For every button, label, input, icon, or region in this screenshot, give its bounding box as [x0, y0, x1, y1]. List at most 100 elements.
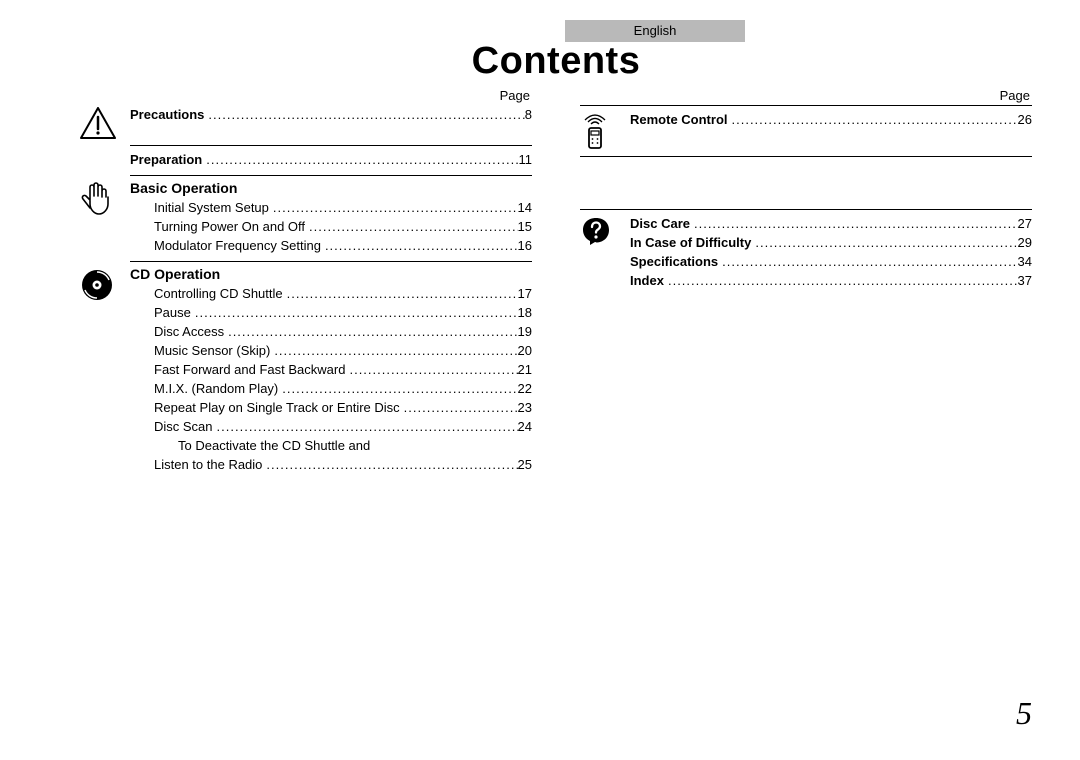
toc-dots: ........................................…	[278, 379, 517, 398]
toc-dots: ........................................…	[204, 105, 524, 124]
toc-dots: ........................................…	[345, 360, 517, 379]
toc-line: Pause...................................…	[154, 303, 532, 322]
icon-spacer	[80, 150, 130, 152]
content-cell: Preparation ............................…	[130, 150, 532, 169]
toc-line: Music Sensor (Skip).....................…	[154, 341, 532, 360]
toc-continuation: To Deactivate the CD Shuttle and	[154, 436, 532, 455]
toc-line: Fast Forward and Fast Backward..........…	[154, 360, 532, 379]
sub-items: Initial System Setup....................…	[130, 198, 532, 255]
page-header-right: Page	[580, 88, 1032, 103]
toc-page: 25	[518, 455, 532, 474]
toc-dots: ........................................…	[718, 252, 1017, 271]
toc-label: To Deactivate the CD Shuttle and	[178, 438, 370, 453]
toc-page: 27	[1018, 214, 1032, 233]
columns: Page Precautions .......................…	[80, 88, 1032, 478]
section-precautions: Precautions ............................…	[80, 105, 532, 139]
toc-dots: ........................................…	[664, 271, 1018, 290]
toc-page: 16	[518, 236, 532, 255]
question-icon	[580, 214, 630, 248]
toc-label: Modulator Frequency Setting	[154, 236, 321, 255]
toc-label: Disc Care	[630, 214, 690, 233]
section-disc-care: Disc Care...............................…	[580, 214, 1032, 290]
toc-line: Disc Care...............................…	[630, 214, 1032, 233]
toc-line: Index...................................…	[630, 271, 1032, 290]
toc-label: Repeat Play on Single Track or Entire Di…	[154, 398, 400, 417]
toc-line: Turning Power On and Off................…	[154, 217, 532, 236]
header-row: English Contents	[80, 20, 1032, 80]
toc-dots: ........................................…	[400, 398, 518, 417]
content-cell: Basic Operation Initial System Setup....…	[130, 180, 532, 255]
toc-label: Turning Power On and Off	[154, 217, 305, 236]
toc-line: Modulator Frequency Setting.............…	[154, 236, 532, 255]
section-cd-operation: CD Operation Controlling CD Shuttle.....…	[80, 266, 532, 474]
toc-line: Remote Control .........................…	[630, 110, 1032, 129]
divider	[580, 209, 1032, 210]
toc-line: Disc Scan...............................…	[154, 417, 532, 436]
section-remote-control: Remote Control .........................…	[580, 110, 1032, 150]
toc-dots: ........................................…	[202, 150, 518, 169]
toc-dots: ........................................…	[751, 233, 1017, 252]
language-label: English	[565, 20, 745, 42]
toc-line: Preparation ............................…	[130, 150, 532, 169]
toc-label: Pause	[154, 303, 191, 322]
divider	[130, 145, 532, 146]
toc-dots: ........................................…	[191, 303, 518, 322]
toc-page: 34	[1018, 252, 1032, 271]
toc-page: 14	[518, 198, 532, 217]
toc-page: 18	[518, 303, 532, 322]
toc-page: 15	[518, 217, 532, 236]
divider	[580, 105, 1032, 106]
hand-icon	[80, 180, 130, 216]
section-heading: CD Operation	[130, 266, 532, 282]
toc-line: M.I.X. (Random Play)....................…	[154, 379, 532, 398]
toc-dots: ........................................…	[690, 214, 1018, 233]
toc-page: 22	[518, 379, 532, 398]
toc-line: Initial System Setup....................…	[154, 198, 532, 217]
toc-dots: ........................................…	[269, 198, 518, 217]
toc-dots: ........................................…	[213, 417, 518, 436]
content-cell: CD Operation Controlling CD Shuttle.....…	[130, 266, 532, 474]
toc-label: Listen to the Radio	[154, 455, 262, 474]
toc-label: Disc Scan	[154, 417, 213, 436]
toc-line: Controlling CD Shuttle..................…	[154, 284, 532, 303]
section-basic-operation: Basic Operation Initial System Setup....…	[80, 180, 532, 255]
toc-label: Preparation	[130, 150, 202, 169]
toc-dots: ........................................…	[262, 455, 517, 474]
toc-page: 24	[518, 417, 532, 436]
right-column: Page Remote Con	[580, 88, 1032, 478]
toc-line: Listen to the Radio.....................…	[154, 455, 532, 474]
toc-page: 19	[518, 322, 532, 341]
toc-label: Specifications	[630, 252, 718, 271]
toc-page: 20	[518, 341, 532, 360]
divider	[130, 175, 532, 176]
disc-icon	[80, 266, 130, 302]
toc-label: Controlling CD Shuttle	[154, 284, 283, 303]
toc-dots: ........................................…	[321, 236, 518, 255]
warning-icon	[80, 105, 130, 139]
toc-label: Fast Forward and Fast Backward	[154, 360, 345, 379]
toc-page: 26	[1018, 110, 1032, 129]
page-number: 5	[1016, 695, 1032, 732]
toc-page: 23	[518, 398, 532, 417]
page-header-left: Page	[80, 88, 532, 103]
toc-dots: ........................................…	[283, 284, 518, 303]
content-cell: Disc Care...............................…	[630, 214, 1032, 290]
content-cell: Precautions ............................…	[130, 105, 532, 124]
toc-label: Remote Control	[630, 110, 728, 129]
toc-line: In Case of Difficulty...................…	[630, 233, 1032, 252]
toc-label: Precautions	[130, 105, 204, 124]
toc-label: Disc Access	[154, 322, 224, 341]
toc-page: 37	[1018, 271, 1032, 290]
toc-dots: ........................................…	[305, 217, 518, 236]
toc-line: Repeat Play on Single Track or Entire Di…	[154, 398, 532, 417]
content-cell: Remote Control .........................…	[630, 110, 1032, 129]
spacer	[580, 161, 1032, 203]
toc-page: 17	[518, 284, 532, 303]
divider	[580, 156, 1032, 157]
toc-page: 29	[1018, 233, 1032, 252]
toc-label: Initial System Setup	[154, 198, 269, 217]
toc-dots: ........................................…	[224, 322, 517, 341]
remote-icon	[580, 110, 630, 150]
toc-label: Music Sensor (Skip)	[154, 341, 270, 360]
toc-line: Specifications..........................…	[630, 252, 1032, 271]
